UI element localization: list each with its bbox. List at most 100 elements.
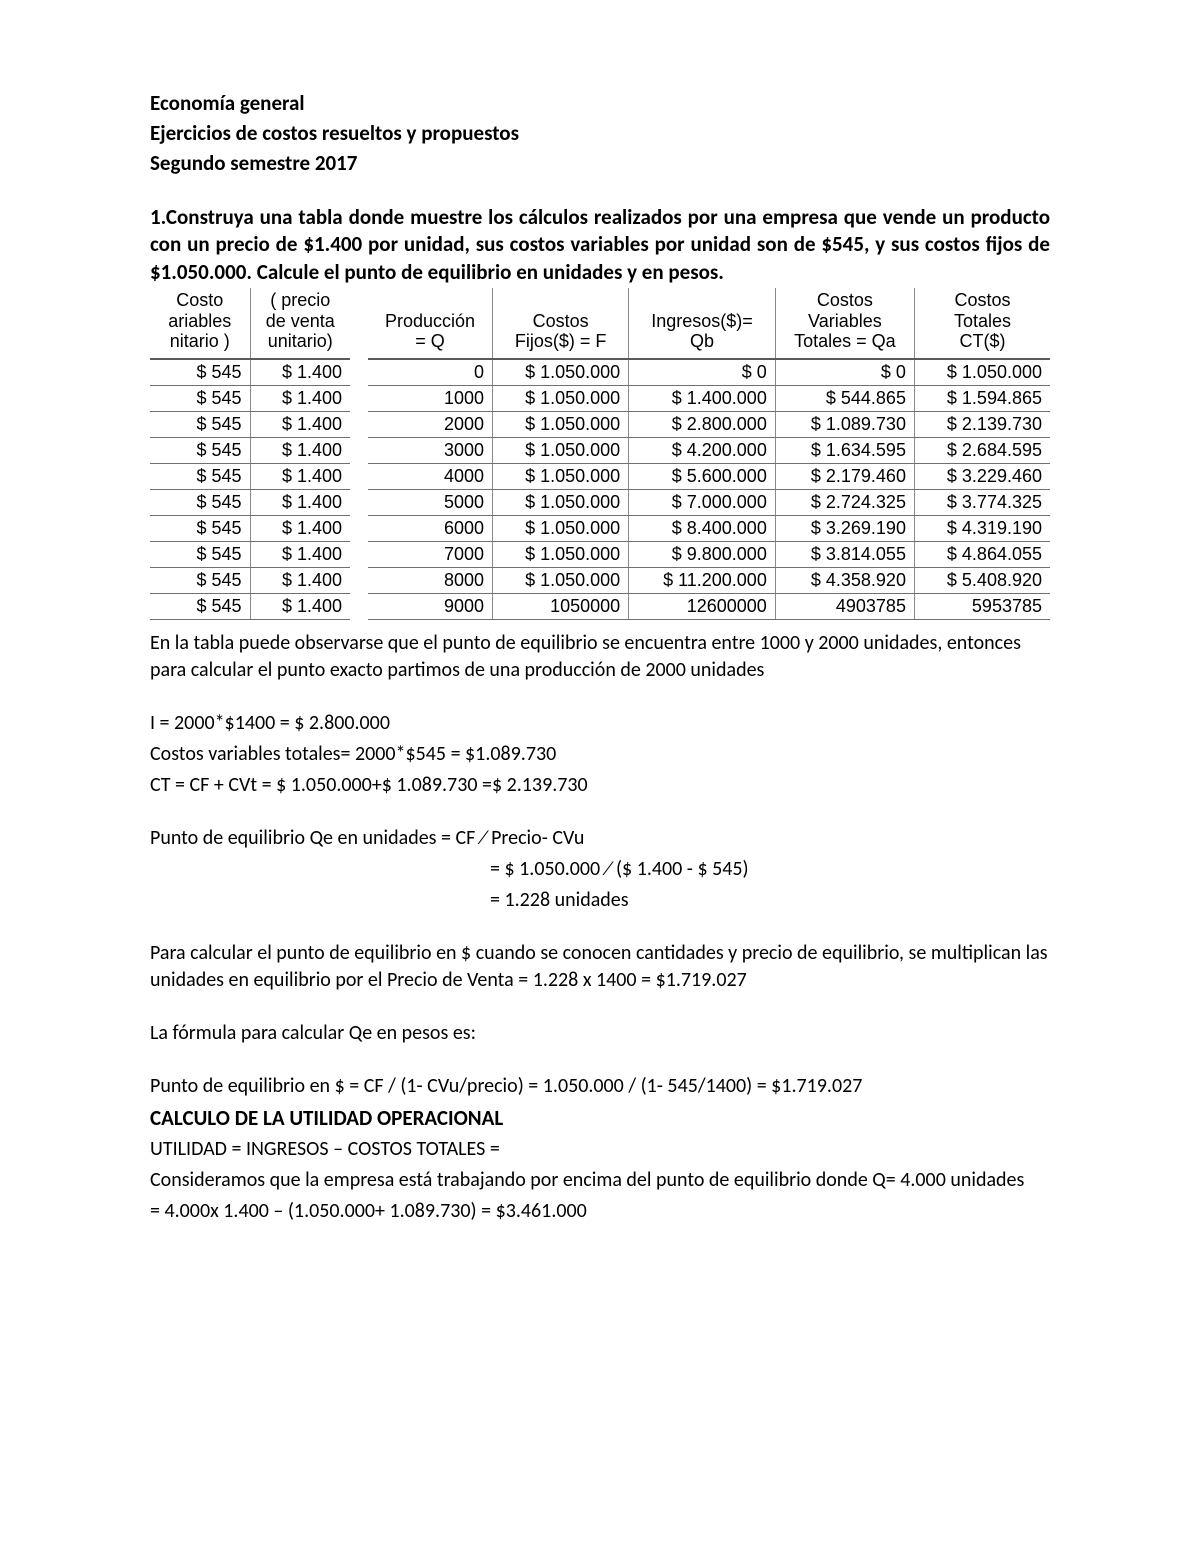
table-row: 1000$ 1.050.000$ 1.400.000$ 544.865$ 1.5… xyxy=(368,385,1050,411)
cell-variable-cost: $ 545 xyxy=(150,541,250,567)
cell-income: $ 0 xyxy=(629,359,776,386)
header-line: Economía general xyxy=(150,90,1050,116)
cell-production: 4000 xyxy=(368,463,493,489)
body-paragraph: Punto de equilibrio en $ = CF / (1- CVu/… xyxy=(150,1073,1050,1100)
cell-variable-cost: $ 545 xyxy=(150,489,250,515)
cell-total-costs: $ 5.408.920 xyxy=(914,567,1050,593)
body-calc-line: = $ 1.050.000 ∕ ($ 1.400 - $ 545) xyxy=(150,856,1050,883)
cell-total-costs: $ 3.774.325 xyxy=(914,489,1050,515)
cell-sale-price: $ 1.400 xyxy=(250,489,350,515)
table-row: $ 545$ 1.400 xyxy=(150,359,350,386)
table-row: $ 545$ 1.400 xyxy=(150,463,350,489)
table-row: $ 545$ 1.400 xyxy=(150,437,350,463)
cell-variable-totals: $ 2.724.325 xyxy=(775,489,914,515)
table-row: 2000$ 1.050.000$ 2.800.000$ 1.089.730$ 2… xyxy=(368,411,1050,437)
cell-variable-cost: $ 545 xyxy=(150,437,250,463)
cell-sale-price: $ 1.400 xyxy=(250,437,350,463)
cell-total-costs: $ 3.229.460 xyxy=(914,463,1050,489)
col-header-variable-totals: Costos Variables Totales = Qa xyxy=(775,288,914,359)
cell-variable-totals: $ 4.358.920 xyxy=(775,567,914,593)
table-row: 0$ 1.050.000$ 0$ 0$ 1.050.000 xyxy=(368,359,1050,386)
cell-total-costs: $ 1.594.865 xyxy=(914,385,1050,411)
document-page: Economía general Ejercicios de costos re… xyxy=(0,0,1200,1289)
table-row: 7000$ 1.050.000$ 9.800.000$ 3.814.055$ 4… xyxy=(368,541,1050,567)
cell-production: 7000 xyxy=(368,541,493,567)
cell-income: 12600000 xyxy=(629,593,776,619)
cell-sale-price: $ 1.400 xyxy=(250,463,350,489)
cell-fixed-costs: $ 1.050.000 xyxy=(493,541,629,567)
cell-income: $ 11.200.000 xyxy=(629,567,776,593)
cell-variable-totals: $ 1.089.730 xyxy=(775,411,914,437)
body-paragraph: Consideramos que la empresa está trabaja… xyxy=(150,1167,1050,1194)
cell-fixed-costs: $ 1.050.000 xyxy=(493,411,629,437)
table-row: $ 545$ 1.400 xyxy=(150,489,350,515)
cell-fixed-costs: 1050000 xyxy=(493,593,629,619)
cell-sale-price: $ 1.400 xyxy=(250,359,350,386)
cell-sale-price: $ 1.400 xyxy=(250,515,350,541)
cell-fixed-costs: $ 1.050.000 xyxy=(493,463,629,489)
explanation-body: En la tabla puede observarse que el punt… xyxy=(150,630,1050,1225)
cell-sale-price: $ 1.400 xyxy=(250,411,350,437)
cell-variable-cost: $ 545 xyxy=(150,515,250,541)
cell-sale-price: $ 1.400 xyxy=(250,541,350,567)
cell-variable-totals: $ 544.865 xyxy=(775,385,914,411)
cell-production: 1000 xyxy=(368,385,493,411)
cell-income: $ 8.400.000 xyxy=(629,515,776,541)
table-row: $ 545$ 1.400 xyxy=(150,515,350,541)
cell-variable-cost: $ 545 xyxy=(150,463,250,489)
col-header-fixed-costs: Costos Fijos($) = F xyxy=(493,288,629,359)
table-row: 3000$ 1.050.000$ 4.200.000$ 1.634.595$ 2… xyxy=(368,437,1050,463)
body-paragraph: CT = CF + CVt = $ 1.050.000+$ 1.089.730 … xyxy=(150,772,1050,799)
cell-total-costs: $ 2.684.595 xyxy=(914,437,1050,463)
cell-variable-cost: $ 545 xyxy=(150,411,250,437)
body-paragraph: En la tabla puede observarse que el punt… xyxy=(150,630,1050,684)
table-row: 5000$ 1.050.000$ 7.000.000$ 2.724.325$ 3… xyxy=(368,489,1050,515)
cell-variable-cost: $ 545 xyxy=(150,359,250,386)
table-row: $ 545$ 1.400 xyxy=(150,385,350,411)
cell-production: 2000 xyxy=(368,411,493,437)
cell-income: $ 4.200.000 xyxy=(629,437,776,463)
table-row: 900010500001260000049037855953785 xyxy=(368,593,1050,619)
cell-variable-totals: $ 0 xyxy=(775,359,914,386)
body-paragraph: Costos variables totales= 2000*$545 = $1… xyxy=(150,741,1050,768)
unit-cost-price-table: Costo ariables nitario ) ( precio de ven… xyxy=(150,288,350,620)
body-paragraph: La fórmula para calcular Qe en pesos es: xyxy=(150,1020,1050,1047)
cell-variable-totals: $ 2.179.460 xyxy=(775,463,914,489)
cell-fixed-costs: $ 1.050.000 xyxy=(493,567,629,593)
cell-income: $ 7.000.000 xyxy=(629,489,776,515)
document-header: Economía general Ejercicios de costos re… xyxy=(150,90,1050,176)
cell-production: 5000 xyxy=(368,489,493,515)
table-row: $ 545$ 1.400 xyxy=(150,593,350,619)
cell-variable-totals: 4903785 xyxy=(775,593,914,619)
cell-variable-totals: $ 1.634.595 xyxy=(775,437,914,463)
cell-total-costs: $ 4.864.055 xyxy=(914,541,1050,567)
body-calc-line: = 1.228 unidades xyxy=(150,887,1050,914)
body-paragraph: Punto de equilibrio Qe en unidades = CF … xyxy=(150,825,1050,852)
cell-fixed-costs: $ 1.050.000 xyxy=(493,359,629,386)
cell-variable-cost: $ 545 xyxy=(150,385,250,411)
cell-fixed-costs: $ 1.050.000 xyxy=(493,437,629,463)
col-header-income: Ingresos($)= Qb xyxy=(629,288,776,359)
body-paragraph: I = 2000*$1400 = $ 2.800.000 xyxy=(150,710,1050,737)
col-header-production: Producción = Q xyxy=(368,288,493,359)
cell-variable-totals: $ 3.269.190 xyxy=(775,515,914,541)
cell-total-costs: $ 1.050.000 xyxy=(914,359,1050,386)
breakeven-table: Producción = Q Costos Fijos($) = F Ingre… xyxy=(368,288,1050,620)
table-row: $ 545$ 1.400 xyxy=(150,411,350,437)
cell-sale-price: $ 1.400 xyxy=(250,385,350,411)
cell-sale-price: $ 1.400 xyxy=(250,593,350,619)
body-paragraph: UTILIDAD = INGRESOS – COSTOS TOTALES = xyxy=(150,1136,1050,1163)
body-paragraph: = 4.000x 1.400 – (1.050.000+ 1.089.730) … xyxy=(150,1198,1050,1225)
section-title: CALCULO DE LA UTILIDAD OPERACIONAL xyxy=(150,1104,1050,1132)
body-paragraph: Para calcular el punto de equilibrio en … xyxy=(150,940,1050,994)
cell-variable-cost: $ 545 xyxy=(150,593,250,619)
cell-total-costs: 5953785 xyxy=(914,593,1050,619)
cell-income: $ 1.400.000 xyxy=(629,385,776,411)
cell-fixed-costs: $ 1.050.000 xyxy=(493,489,629,515)
cell-production: 0 xyxy=(368,359,493,386)
cell-variable-cost: $ 545 xyxy=(150,567,250,593)
cell-production: 6000 xyxy=(368,515,493,541)
tables-container: Costo ariables nitario ) ( precio de ven… xyxy=(150,288,1050,620)
col-header-total-costs: Costos Totales CT($) xyxy=(914,288,1050,359)
cell-fixed-costs: $ 1.050.000 xyxy=(493,385,629,411)
